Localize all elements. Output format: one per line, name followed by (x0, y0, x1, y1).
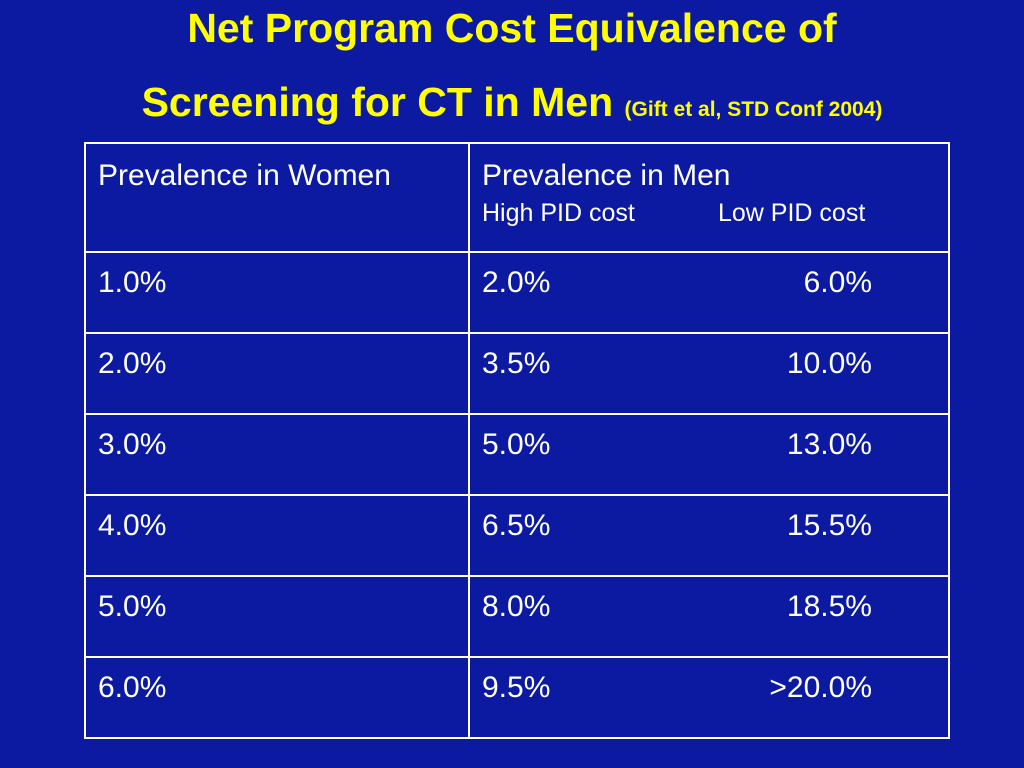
subheading-high-pid-cost: High PID cost (482, 199, 635, 227)
table-row: 6.0% 9.5% >20.0% (84, 656, 950, 739)
low-pid-value: 15.5% (786, 509, 872, 542)
header-cell-women: Prevalence in Women (84, 142, 470, 253)
header-women-label: Prevalence in Women (98, 159, 391, 192)
cell-women: 1.0% (84, 251, 470, 334)
low-pid-value: >20.0% (769, 671, 872, 704)
low-pid-value: 18.5% (786, 590, 872, 623)
low-pid-value: 13.0% (786, 428, 872, 461)
high-pid-value: 2.0% (482, 266, 551, 299)
women-value: 1.0% (98, 266, 167, 299)
table-row: 2.0% 3.5% 10.0% (84, 332, 950, 415)
high-pid-value: 6.5% (482, 509, 551, 542)
cell-women: 4.0% (84, 494, 470, 577)
subheading-low-pid-cost: Low PID cost (718, 199, 866, 227)
women-value: 6.0% (98, 671, 167, 704)
header-cell-men: Prevalence in Men High PID cost Low PID … (468, 142, 950, 253)
cell-men: 8.0% 18.5% (468, 575, 950, 658)
header-subheadings: High PID cost Low PID cost (482, 194, 948, 228)
women-value: 3.0% (98, 428, 167, 461)
header-men-label: Prevalence in Men (482, 159, 731, 192)
title-line-2: Screening for CT in Men (Gift et al, STD… (0, 76, 1024, 136)
low-pid-value: 6.0% (803, 266, 872, 299)
title-citation: (Gift et al, STD Conf 2004) (624, 98, 883, 121)
women-value: 5.0% (98, 590, 167, 623)
title-line-1: Net Program Cost Equivalence of (187, 5, 837, 51)
high-pid-value: 8.0% (482, 590, 551, 623)
women-value: 4.0% (98, 509, 167, 542)
table-row: 3.0% 5.0% 13.0% (84, 413, 950, 496)
women-value: 2.0% (98, 347, 167, 380)
cell-women: 2.0% (84, 332, 470, 415)
cell-women: 3.0% (84, 413, 470, 496)
table-row: 1.0% 2.0% 6.0% (84, 251, 950, 334)
cell-women: 5.0% (84, 575, 470, 658)
high-pid-value: 9.5% (482, 671, 551, 704)
title-line-2-text: Screening for CT in Men (141, 79, 614, 125)
low-pid-value: 10.0% (786, 347, 872, 380)
prevalence-table: Prevalence in Women Prevalence in Men Hi… (84, 142, 950, 739)
cell-women: 6.0% (84, 656, 470, 739)
cell-men: 9.5% >20.0% (468, 656, 950, 739)
cell-men: 6.5% 15.5% (468, 494, 950, 577)
cell-men: 2.0% 6.0% (468, 251, 950, 334)
high-pid-value: 3.5% (482, 347, 551, 380)
table-header-row: Prevalence in Women Prevalence in Men Hi… (84, 142, 950, 253)
cell-men: 3.5% 10.0% (468, 332, 950, 415)
table-row: 5.0% 8.0% 18.5% (84, 575, 950, 658)
high-pid-value: 5.0% (482, 428, 551, 461)
cell-men: 5.0% 13.0% (468, 413, 950, 496)
table-row: 4.0% 6.5% 15.5% (84, 494, 950, 577)
